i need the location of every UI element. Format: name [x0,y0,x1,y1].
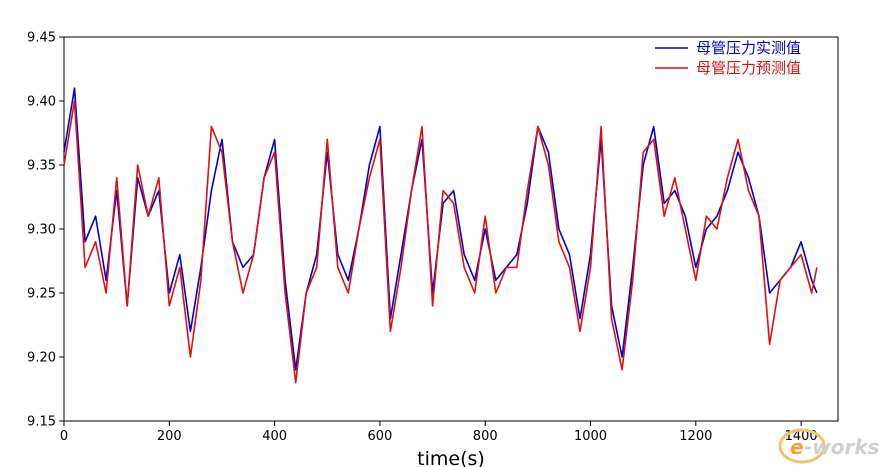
x-tick-label: 600 [368,429,393,444]
series-line-predicted [63,100,818,384]
y-axis: 9.15 9.20 9.25 9.30 9.35 9.40 9.45 [27,31,64,430]
x-tick-label: 0 [60,429,68,444]
watermark-works: -works [804,435,880,459]
plot-area [63,36,839,422]
y-tick-label: 9.15 [27,415,56,430]
x-tick-label: 1200 [679,429,712,444]
x-tick-label: 400 [262,429,287,444]
legend: 母管压力实测值 母管压力预测值 [655,39,801,77]
y-tick-label: 9.20 [27,351,56,366]
x-axis: 0 200 400 600 800 1000 1200 1400 [60,421,818,444]
x-axis-title: time(s) [417,448,485,467]
legend-label-measured: 母管压力实测值 [696,39,801,57]
y-tick-label: 9.45 [27,31,56,46]
series-line-measured [63,87,818,371]
legend-label-predicted: 母管压力预测值 [696,59,801,77]
x-tick-label: 800 [473,429,498,444]
watermark-logo: e -works [778,428,880,464]
x-tick-label: 200 [157,429,182,444]
x-tick-label: 1000 [574,429,607,444]
watermark-swoosh [778,428,826,464]
y-tick-label: 9.25 [27,287,56,302]
y-tick-label: 9.35 [27,159,56,174]
watermark-e: e [790,435,804,459]
y-tick-label: 9.30 [27,223,56,238]
y-tick-label: 9.40 [27,95,56,110]
